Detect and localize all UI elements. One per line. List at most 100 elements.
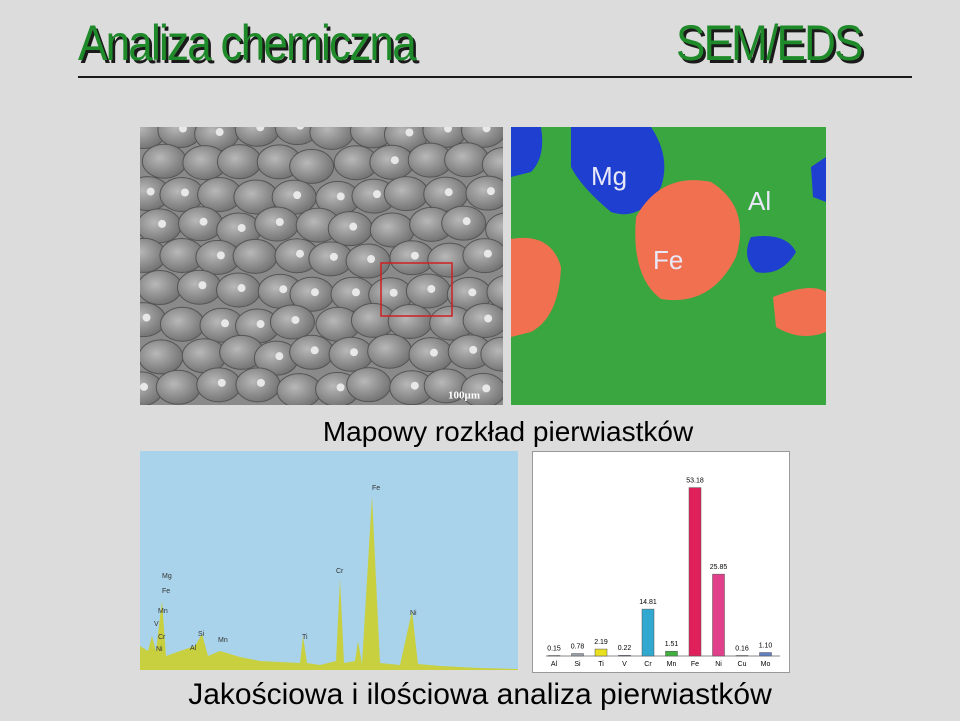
peak-label: V [154, 621, 159, 628]
cell-nodule [296, 127, 305, 130]
peak-label: Al [190, 645, 197, 652]
slide-title: Analiza chemiczna [78, 15, 417, 71]
cell [485, 212, 503, 247]
cell-nodule [199, 217, 208, 226]
cell-nodule [429, 348, 438, 357]
cell-nodule [336, 192, 345, 201]
category-label: Mo [761, 661, 771, 668]
peak-label: Mg [162, 573, 172, 580]
category-label: Si [574, 661, 581, 668]
cell-nodule [180, 188, 189, 197]
cell [159, 306, 205, 342]
value-label: 0.78 [571, 643, 585, 650]
cell-nodule [256, 127, 265, 132]
peak-label: Fe [372, 485, 380, 492]
cell-nodule [482, 127, 491, 133]
bar [688, 487, 702, 657]
category-label: Ti [598, 661, 604, 668]
map-label: Al [748, 186, 771, 216]
slide-subtitle: SEM/EDS [676, 15, 863, 71]
cell-nodule [310, 288, 319, 297]
value-label: 2.19 [594, 639, 608, 646]
cell-nodule [295, 249, 304, 258]
cell [141, 143, 187, 179]
cell-nodule [237, 223, 246, 232]
category-label: Fe [691, 661, 699, 668]
cell-nodule [367, 255, 376, 264]
cell-nodule [279, 285, 288, 294]
cell [444, 142, 490, 178]
sem-image: 100µm [140, 127, 503, 405]
cell-nodule [275, 218, 284, 227]
value-label: 25.85 [710, 564, 728, 571]
bar [665, 650, 678, 657]
cell-nodule [349, 222, 358, 231]
bar [735, 655, 749, 657]
cell [462, 302, 503, 338]
cell-nodule [443, 127, 452, 133]
peak-label: Cr [336, 568, 344, 575]
cell-nodule [469, 345, 478, 354]
cell-nodule [216, 251, 225, 260]
category-label: Mn [667, 661, 677, 668]
cell-nodule [256, 378, 265, 387]
category-label: Al [551, 661, 558, 668]
cell [140, 270, 183, 306]
cell [460, 372, 503, 405]
value-label: 53.18 [686, 477, 704, 484]
cell [140, 339, 184, 375]
cell-nodule [142, 313, 151, 322]
title-rule [78, 76, 912, 78]
cell-nodule [410, 381, 419, 390]
cell-nodule [372, 190, 381, 199]
cell-nodule [217, 378, 226, 387]
cell-nodule [390, 156, 399, 165]
cell-nodule [410, 251, 419, 260]
cell [480, 336, 503, 372]
bar [759, 652, 772, 657]
peak-label: Fe [162, 588, 170, 595]
cell-nodule [221, 319, 230, 328]
cell-nodule [336, 383, 345, 392]
cell [486, 275, 503, 309]
bar [712, 573, 725, 657]
cell-nodule [468, 288, 477, 297]
cell [387, 304, 433, 340]
cell [232, 238, 278, 274]
cell [276, 373, 322, 405]
cell [465, 175, 503, 211]
cell-nodule [444, 188, 453, 197]
cell-nodule [483, 249, 492, 258]
cell [383, 176, 429, 212]
map-label: Fe [653, 245, 683, 275]
bar-chart: 0.15 Al 0.78 Si 2.19 Ti 0.22 V 14.81 Cr 1.51 Mn 53.1… [532, 451, 790, 673]
value-label: 14.81 [639, 599, 657, 606]
cell-nodule [462, 217, 471, 226]
category-label: Ni [715, 661, 722, 668]
cell-nodule [351, 288, 360, 297]
map-label: Mg [591, 161, 627, 191]
cell-nodule [293, 191, 302, 200]
cell-nodule [140, 382, 149, 391]
cell-nodule [427, 284, 436, 293]
bar [641, 608, 655, 657]
peak-label: Cr [158, 634, 166, 641]
cell [481, 146, 503, 182]
cell-nodule [291, 315, 300, 324]
cell [367, 333, 413, 369]
peak-label: Ni [410, 610, 417, 617]
value-label: 0.16 [735, 645, 749, 652]
cell-nodule [178, 127, 187, 133]
value-label: 0.22 [618, 645, 632, 652]
bottom-caption: Jakościowa i ilościowa analiza pierwiast… [188, 678, 772, 711]
peak-label: Mn [158, 608, 168, 615]
cell [346, 367, 392, 403]
peak-label: Ti [302, 634, 308, 641]
value-label: 1.51 [665, 641, 679, 648]
cell-nodule [486, 187, 495, 196]
scale-label: 100µm [448, 390, 480, 402]
cell-nodule [482, 384, 491, 393]
category-label: Cu [738, 661, 747, 668]
bar [571, 653, 584, 657]
value-label: 1.10 [759, 642, 773, 649]
